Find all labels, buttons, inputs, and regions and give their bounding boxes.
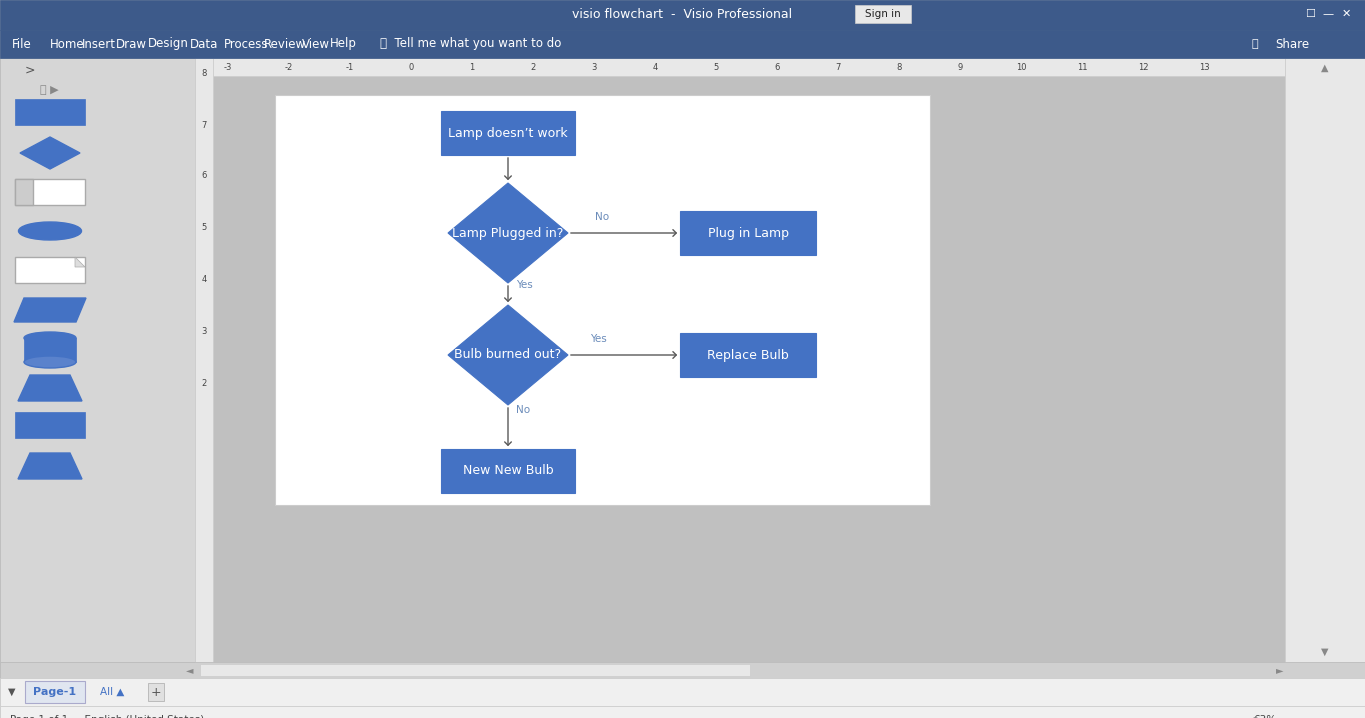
FancyBboxPatch shape xyxy=(15,179,85,205)
Text: 8: 8 xyxy=(201,68,206,78)
Text: ☐: ☐ xyxy=(1305,9,1314,19)
Text: 7: 7 xyxy=(201,121,206,129)
Text: Draw: Draw xyxy=(116,37,147,50)
FancyBboxPatch shape xyxy=(0,58,1365,718)
Text: Lamp Plugged in?: Lamp Plugged in? xyxy=(452,226,564,240)
Text: 4: 4 xyxy=(202,276,206,284)
Polygon shape xyxy=(18,453,82,479)
Text: Bulb burned out?: Bulb burned out? xyxy=(455,348,561,361)
Text: Review: Review xyxy=(263,37,306,50)
FancyBboxPatch shape xyxy=(15,412,85,438)
FancyBboxPatch shape xyxy=(25,338,76,362)
Text: 0: 0 xyxy=(408,62,414,72)
Text: +: + xyxy=(150,686,161,699)
FancyBboxPatch shape xyxy=(15,257,85,283)
Text: Help: Help xyxy=(330,37,356,50)
Text: 11: 11 xyxy=(1077,62,1088,72)
Text: Yes: Yes xyxy=(590,334,607,344)
FancyBboxPatch shape xyxy=(680,333,816,377)
Text: 13: 13 xyxy=(1198,62,1209,72)
Polygon shape xyxy=(14,298,86,322)
Text: 1: 1 xyxy=(470,62,475,72)
Text: No: No xyxy=(595,212,609,222)
Text: —: — xyxy=(1323,9,1334,19)
FancyBboxPatch shape xyxy=(15,179,33,205)
Text: ✕: ✕ xyxy=(1342,9,1351,19)
Ellipse shape xyxy=(25,332,76,344)
Text: Sign in: Sign in xyxy=(865,9,901,19)
Text: 2: 2 xyxy=(531,62,535,72)
Text: 🔍  Tell me what you want to do: 🔍 Tell me what you want to do xyxy=(379,37,561,50)
Text: 6: 6 xyxy=(774,62,779,72)
Text: ▼: ▼ xyxy=(1321,647,1328,657)
Text: New New Bulb: New New Bulb xyxy=(463,465,553,477)
FancyBboxPatch shape xyxy=(0,678,1365,706)
FancyBboxPatch shape xyxy=(15,99,85,125)
FancyBboxPatch shape xyxy=(147,683,164,701)
Ellipse shape xyxy=(25,356,76,368)
Ellipse shape xyxy=(19,222,82,240)
Text: Yes: Yes xyxy=(516,280,532,290)
Text: 3: 3 xyxy=(201,327,206,335)
Text: 12: 12 xyxy=(1138,62,1148,72)
Text: 9: 9 xyxy=(957,62,962,72)
Polygon shape xyxy=(18,375,82,401)
Text: ◄: ◄ xyxy=(186,665,194,675)
Text: File: File xyxy=(12,37,31,50)
Text: 4: 4 xyxy=(652,62,658,72)
Text: 7: 7 xyxy=(835,62,841,72)
FancyBboxPatch shape xyxy=(680,211,816,255)
Text: >: > xyxy=(25,63,35,77)
Text: 10: 10 xyxy=(1016,62,1026,72)
Text: Page-1: Page-1 xyxy=(33,687,76,697)
Text: All ▲: All ▲ xyxy=(100,687,124,697)
Text: 🔗: 🔗 xyxy=(1252,39,1259,49)
FancyBboxPatch shape xyxy=(0,30,1365,58)
Text: No: No xyxy=(516,405,530,415)
FancyBboxPatch shape xyxy=(441,111,575,155)
FancyBboxPatch shape xyxy=(213,58,1284,76)
FancyBboxPatch shape xyxy=(854,5,910,23)
Text: 8: 8 xyxy=(897,62,902,72)
Text: Insert: Insert xyxy=(82,37,116,50)
FancyBboxPatch shape xyxy=(274,95,930,505)
Text: 5: 5 xyxy=(202,223,206,233)
Text: 63%: 63% xyxy=(1253,715,1276,718)
Polygon shape xyxy=(448,305,568,405)
Text: ⌗ ▶: ⌗ ▶ xyxy=(40,85,59,95)
Text: 6: 6 xyxy=(201,172,206,180)
FancyBboxPatch shape xyxy=(0,706,1365,718)
Polygon shape xyxy=(448,183,568,283)
FancyBboxPatch shape xyxy=(25,681,85,703)
Text: Replace Bulb: Replace Bulb xyxy=(707,348,789,361)
Text: Data: Data xyxy=(190,37,218,50)
Text: Page 1 of 1     English (United States): Page 1 of 1 English (United States) xyxy=(10,715,205,718)
FancyBboxPatch shape xyxy=(0,58,195,662)
FancyBboxPatch shape xyxy=(0,662,1365,678)
Text: View: View xyxy=(302,37,330,50)
Text: Process: Process xyxy=(224,37,269,50)
FancyBboxPatch shape xyxy=(0,0,1365,30)
Text: Lamp doesn’t work: Lamp doesn’t work xyxy=(448,126,568,139)
Text: Share: Share xyxy=(1275,37,1309,50)
Polygon shape xyxy=(20,137,81,169)
Text: -3: -3 xyxy=(224,62,232,72)
Text: Plug in Lamp: Plug in Lamp xyxy=(707,226,789,240)
Text: ▲: ▲ xyxy=(1321,63,1328,73)
Text: ▼: ▼ xyxy=(8,687,16,697)
Text: 2: 2 xyxy=(202,378,206,388)
Text: -2: -2 xyxy=(285,62,293,72)
FancyBboxPatch shape xyxy=(1284,58,1365,662)
Text: 5: 5 xyxy=(714,62,718,72)
FancyBboxPatch shape xyxy=(195,58,213,662)
Text: 3: 3 xyxy=(591,62,597,72)
Text: -1: -1 xyxy=(345,62,354,72)
Polygon shape xyxy=(75,257,85,267)
Text: ►: ► xyxy=(1276,665,1283,675)
Text: Home: Home xyxy=(51,37,85,50)
Text: Design: Design xyxy=(147,37,188,50)
FancyBboxPatch shape xyxy=(201,664,749,676)
FancyBboxPatch shape xyxy=(441,449,575,493)
Text: visio flowchart  -  Visio Professional: visio flowchart - Visio Professional xyxy=(572,9,793,22)
